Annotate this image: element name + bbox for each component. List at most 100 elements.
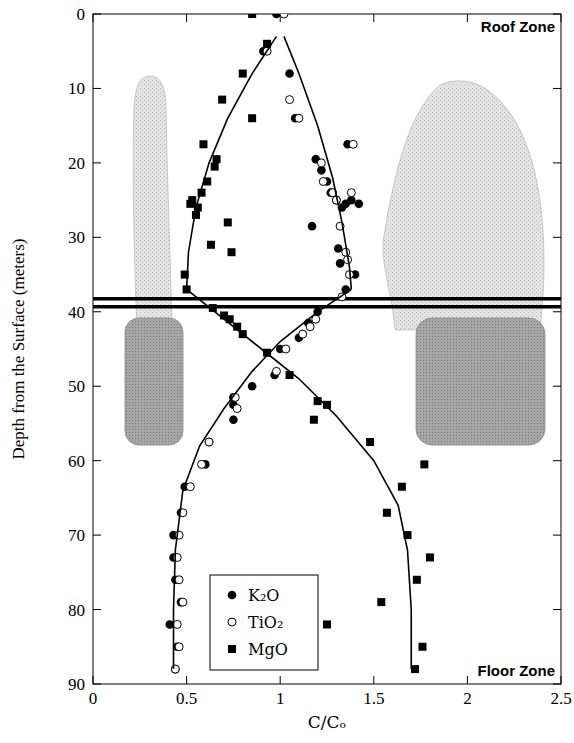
data-point xyxy=(171,665,179,673)
data-point xyxy=(420,460,428,468)
data-point xyxy=(306,323,314,331)
y-tick-label: 40 xyxy=(68,303,85,322)
data-point xyxy=(205,438,213,446)
y-tick xyxy=(553,162,561,163)
data-point xyxy=(413,576,421,584)
y-tick-label: 80 xyxy=(68,601,85,620)
data-point xyxy=(426,553,434,561)
data-point xyxy=(205,438,214,447)
x-tick xyxy=(467,676,468,684)
data-point xyxy=(383,509,391,517)
series xyxy=(284,36,351,289)
y-tick xyxy=(553,88,561,89)
y-axis-title: Depth from the Surface (meters) xyxy=(9,239,28,460)
data-point xyxy=(233,405,241,413)
data-point xyxy=(171,665,180,674)
data-point xyxy=(347,189,355,197)
data-point xyxy=(248,114,256,122)
annotations: Roof Zone Floor Zone xyxy=(478,18,556,679)
data-point xyxy=(229,415,238,424)
y-tick-label: 20 xyxy=(68,154,85,173)
data-point xyxy=(299,330,307,338)
fit-curve xyxy=(187,289,412,669)
legend: K₂OTiO₂MgO xyxy=(210,575,318,670)
legend-box xyxy=(210,575,318,670)
y-tick xyxy=(553,386,561,387)
legend-marker xyxy=(228,645,236,653)
data-point xyxy=(211,163,219,171)
fit-curve xyxy=(187,36,277,289)
x-tick xyxy=(186,14,187,22)
data-point xyxy=(366,438,374,446)
fit-curve xyxy=(284,36,351,289)
data-point xyxy=(310,416,318,424)
series xyxy=(165,14,363,673)
left-cumulate-shape xyxy=(125,318,183,445)
x-tick-label: 0.5 xyxy=(176,689,197,708)
data-point xyxy=(175,576,183,584)
y-tick xyxy=(93,386,101,387)
y-tick xyxy=(553,535,561,536)
data-point xyxy=(398,483,406,491)
data-point xyxy=(349,140,357,148)
data-point xyxy=(319,178,327,186)
y-tick xyxy=(553,460,561,461)
data-point xyxy=(282,345,290,353)
intrusion-sketch xyxy=(93,76,561,445)
data-point xyxy=(198,460,206,468)
data-point xyxy=(228,248,236,256)
x-tick xyxy=(373,676,374,684)
x-tick-label: 2 xyxy=(463,689,472,708)
data-point xyxy=(186,200,194,208)
x-tick xyxy=(467,14,468,22)
data-point xyxy=(295,114,303,122)
series xyxy=(181,14,434,673)
data-point xyxy=(248,14,256,18)
y-tick xyxy=(93,237,101,238)
legend-marker xyxy=(228,618,236,626)
x-tick-label: 0 xyxy=(89,689,98,708)
legend-marker xyxy=(228,591,237,600)
data-point xyxy=(334,244,343,253)
y-tick-label: 90 xyxy=(68,675,85,694)
boundary-line xyxy=(93,297,561,301)
y-tick xyxy=(93,14,101,15)
y-tick-label: 60 xyxy=(68,452,85,471)
data-point xyxy=(218,96,226,104)
y-tick xyxy=(93,162,101,163)
zone-label: Floor Zone xyxy=(478,662,556,679)
zone-label: Roof Zone xyxy=(481,18,555,35)
y-tick xyxy=(553,14,561,15)
data-point xyxy=(411,665,419,673)
x-tick xyxy=(561,14,562,22)
chart-svg: 00.511.522.50102030405060708090C/CₒDepth… xyxy=(0,0,574,743)
x-tick-label: 1 xyxy=(276,689,285,708)
right-sill-shape xyxy=(383,81,544,330)
series xyxy=(174,289,352,669)
y-tick xyxy=(93,535,101,536)
series xyxy=(187,289,412,669)
y-tick xyxy=(553,311,561,312)
x-tick xyxy=(561,676,562,684)
y-tick xyxy=(553,609,561,610)
data-point xyxy=(179,598,187,606)
y-tick xyxy=(553,684,561,685)
y-tick xyxy=(93,684,101,685)
y-tick xyxy=(553,237,561,238)
data-point xyxy=(308,222,317,231)
data-point xyxy=(199,140,207,148)
data-point xyxy=(285,69,294,78)
data-point xyxy=(207,241,215,249)
y-tick-label: 10 xyxy=(68,79,85,98)
fit-curve xyxy=(174,289,352,669)
series xyxy=(171,14,357,673)
y-tick-label: 70 xyxy=(68,526,85,545)
chart-container: 00.511.522.50102030405060708090C/CₒDepth… xyxy=(0,0,574,743)
data-point xyxy=(280,14,288,18)
x-tick xyxy=(280,676,281,684)
data-point xyxy=(186,483,194,491)
y-tick-label: 50 xyxy=(68,377,85,396)
data-point xyxy=(272,14,281,18)
y-tick-label: 0 xyxy=(77,5,86,24)
y-tick xyxy=(93,311,101,312)
